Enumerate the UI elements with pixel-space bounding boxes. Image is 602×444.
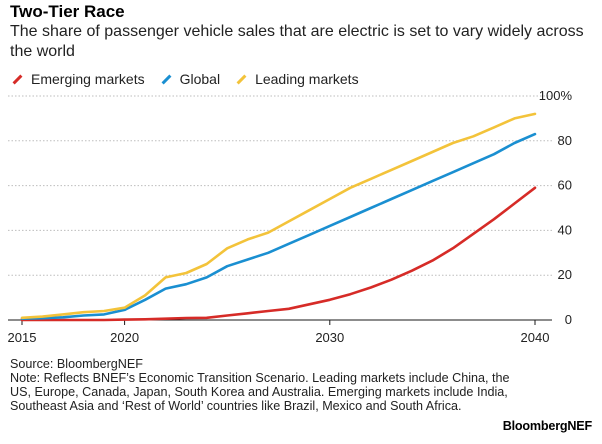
y-tick-label: 20 [558,267,572,282]
chart-footer: Source: BloombergNEF Note: Reflects BNEF… [10,357,510,413]
x-tick-label: 2020 [110,330,139,345]
chart-title: Two-Tier Race [10,2,125,21]
y-tick-label: 0 [565,312,572,327]
chart-subtitle: The share of passenger vehicle sales tha… [10,23,584,60]
y-tick-label: 40 [558,222,572,237]
legend-label-global: Global [179,71,221,87]
legend-label-leading-markets: Leading markets [255,71,359,87]
y-tick-label: 80 [558,133,572,148]
series-layer [20,112,537,322]
x-tick-label: 2040 [521,330,550,345]
note-text: Note: Reflects BNEF’s Economic Transitio… [10,371,510,413]
brand-logo: BloombergNEF [502,419,592,433]
series-line-emerging-markets [20,186,537,322]
legend: Emerging markets Global Leading markets [10,70,373,88]
legend-item-emerging-markets: Emerging markets [10,71,145,87]
x-tick-label: 2015 [8,330,37,345]
x-tick-label: 2030 [315,330,344,345]
y-tick-label: 100% [539,88,573,103]
legend-label-emerging-markets: Emerging markets [31,71,145,87]
series-line-global [20,132,537,321]
y-tick-label: 60 [558,178,572,193]
legend-item-global: Global [159,71,220,87]
legend-item-leading-markets: Leading markets [234,71,359,87]
source-text: Source: BloombergNEF [10,357,143,371]
series-line-leading-markets [20,112,537,320]
